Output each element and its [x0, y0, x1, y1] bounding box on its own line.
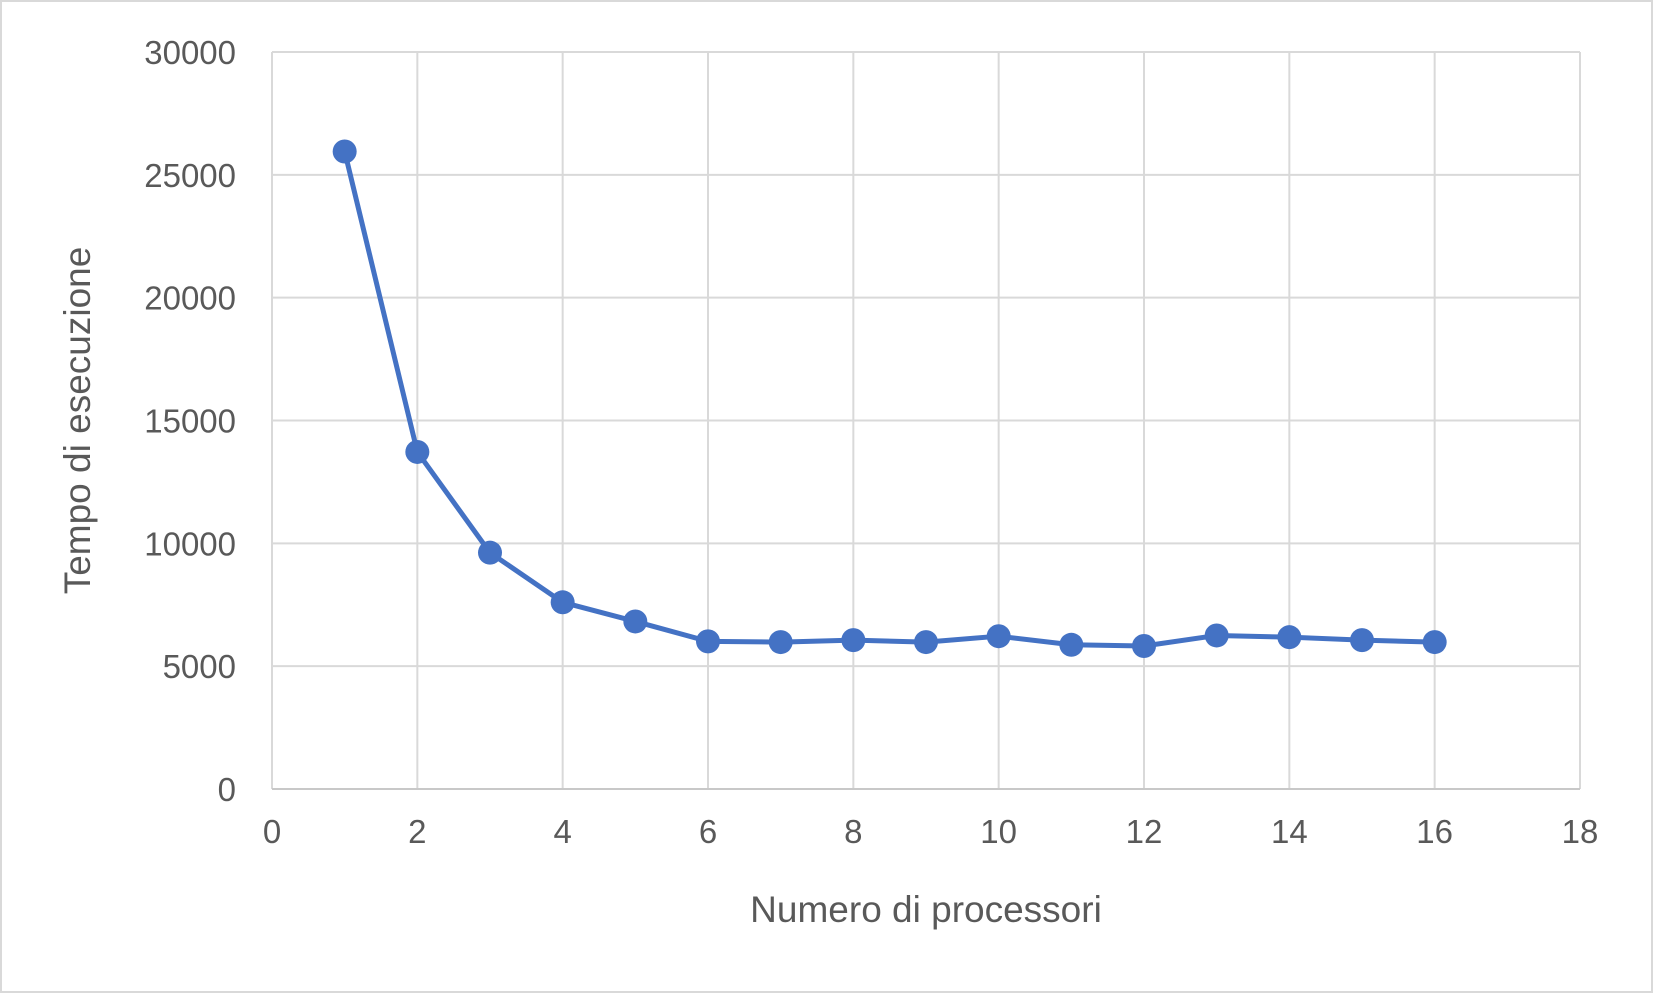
data-point	[696, 629, 720, 654]
data-point	[1204, 623, 1229, 648]
x-tick-label: 6	[699, 813, 717, 850]
data-point	[405, 439, 430, 464]
y-tick-label: 30000	[144, 34, 236, 71]
data-point	[768, 630, 793, 655]
tick-labels: 0 5000 10000 15000 20000 25000 30000 0 2 4 6 8 10 12 1…	[144, 34, 1598, 850]
data-point	[550, 590, 575, 615]
data-point	[1059, 632, 1084, 657]
series-line	[342, 150, 1435, 649]
x-tick-label: 12	[1126, 813, 1163, 850]
data-point	[1350, 628, 1374, 653]
grid-lines	[271, 51, 1581, 790]
y-tick-label: 20000	[144, 280, 236, 317]
y-axis-title: Tempo di esecuzione	[57, 247, 98, 595]
data-point	[478, 540, 502, 565]
data-point	[1132, 634, 1156, 659]
x-tick-label: 18	[1562, 813, 1599, 850]
x-tick-label: 10	[980, 813, 1017, 850]
data-series	[332, 139, 1447, 659]
y-tick-label: 10000	[144, 525, 236, 562]
data-point	[1277, 625, 1302, 650]
x-tick-label: 16	[1416, 813, 1453, 850]
x-tick-label: 8	[844, 813, 862, 850]
data-point	[914, 630, 938, 655]
data-point	[332, 139, 357, 164]
y-tick-label: 5000	[163, 648, 236, 685]
data-point	[841, 628, 866, 653]
x-axis-title: Numero di processori	[750, 889, 1102, 930]
x-tick-label: 0	[263, 813, 281, 850]
x-tick-label: 2	[408, 813, 426, 850]
data-point	[986, 624, 1011, 649]
y-tick-label: 0	[218, 771, 236, 808]
y-tick-label: 15000	[144, 403, 236, 440]
data-point	[1422, 630, 1447, 655]
x-tick-label: 4	[553, 813, 571, 850]
data-point	[623, 609, 648, 634]
y-tick-label: 25000	[144, 157, 236, 194]
x-tick-label: 14	[1271, 813, 1308, 850]
